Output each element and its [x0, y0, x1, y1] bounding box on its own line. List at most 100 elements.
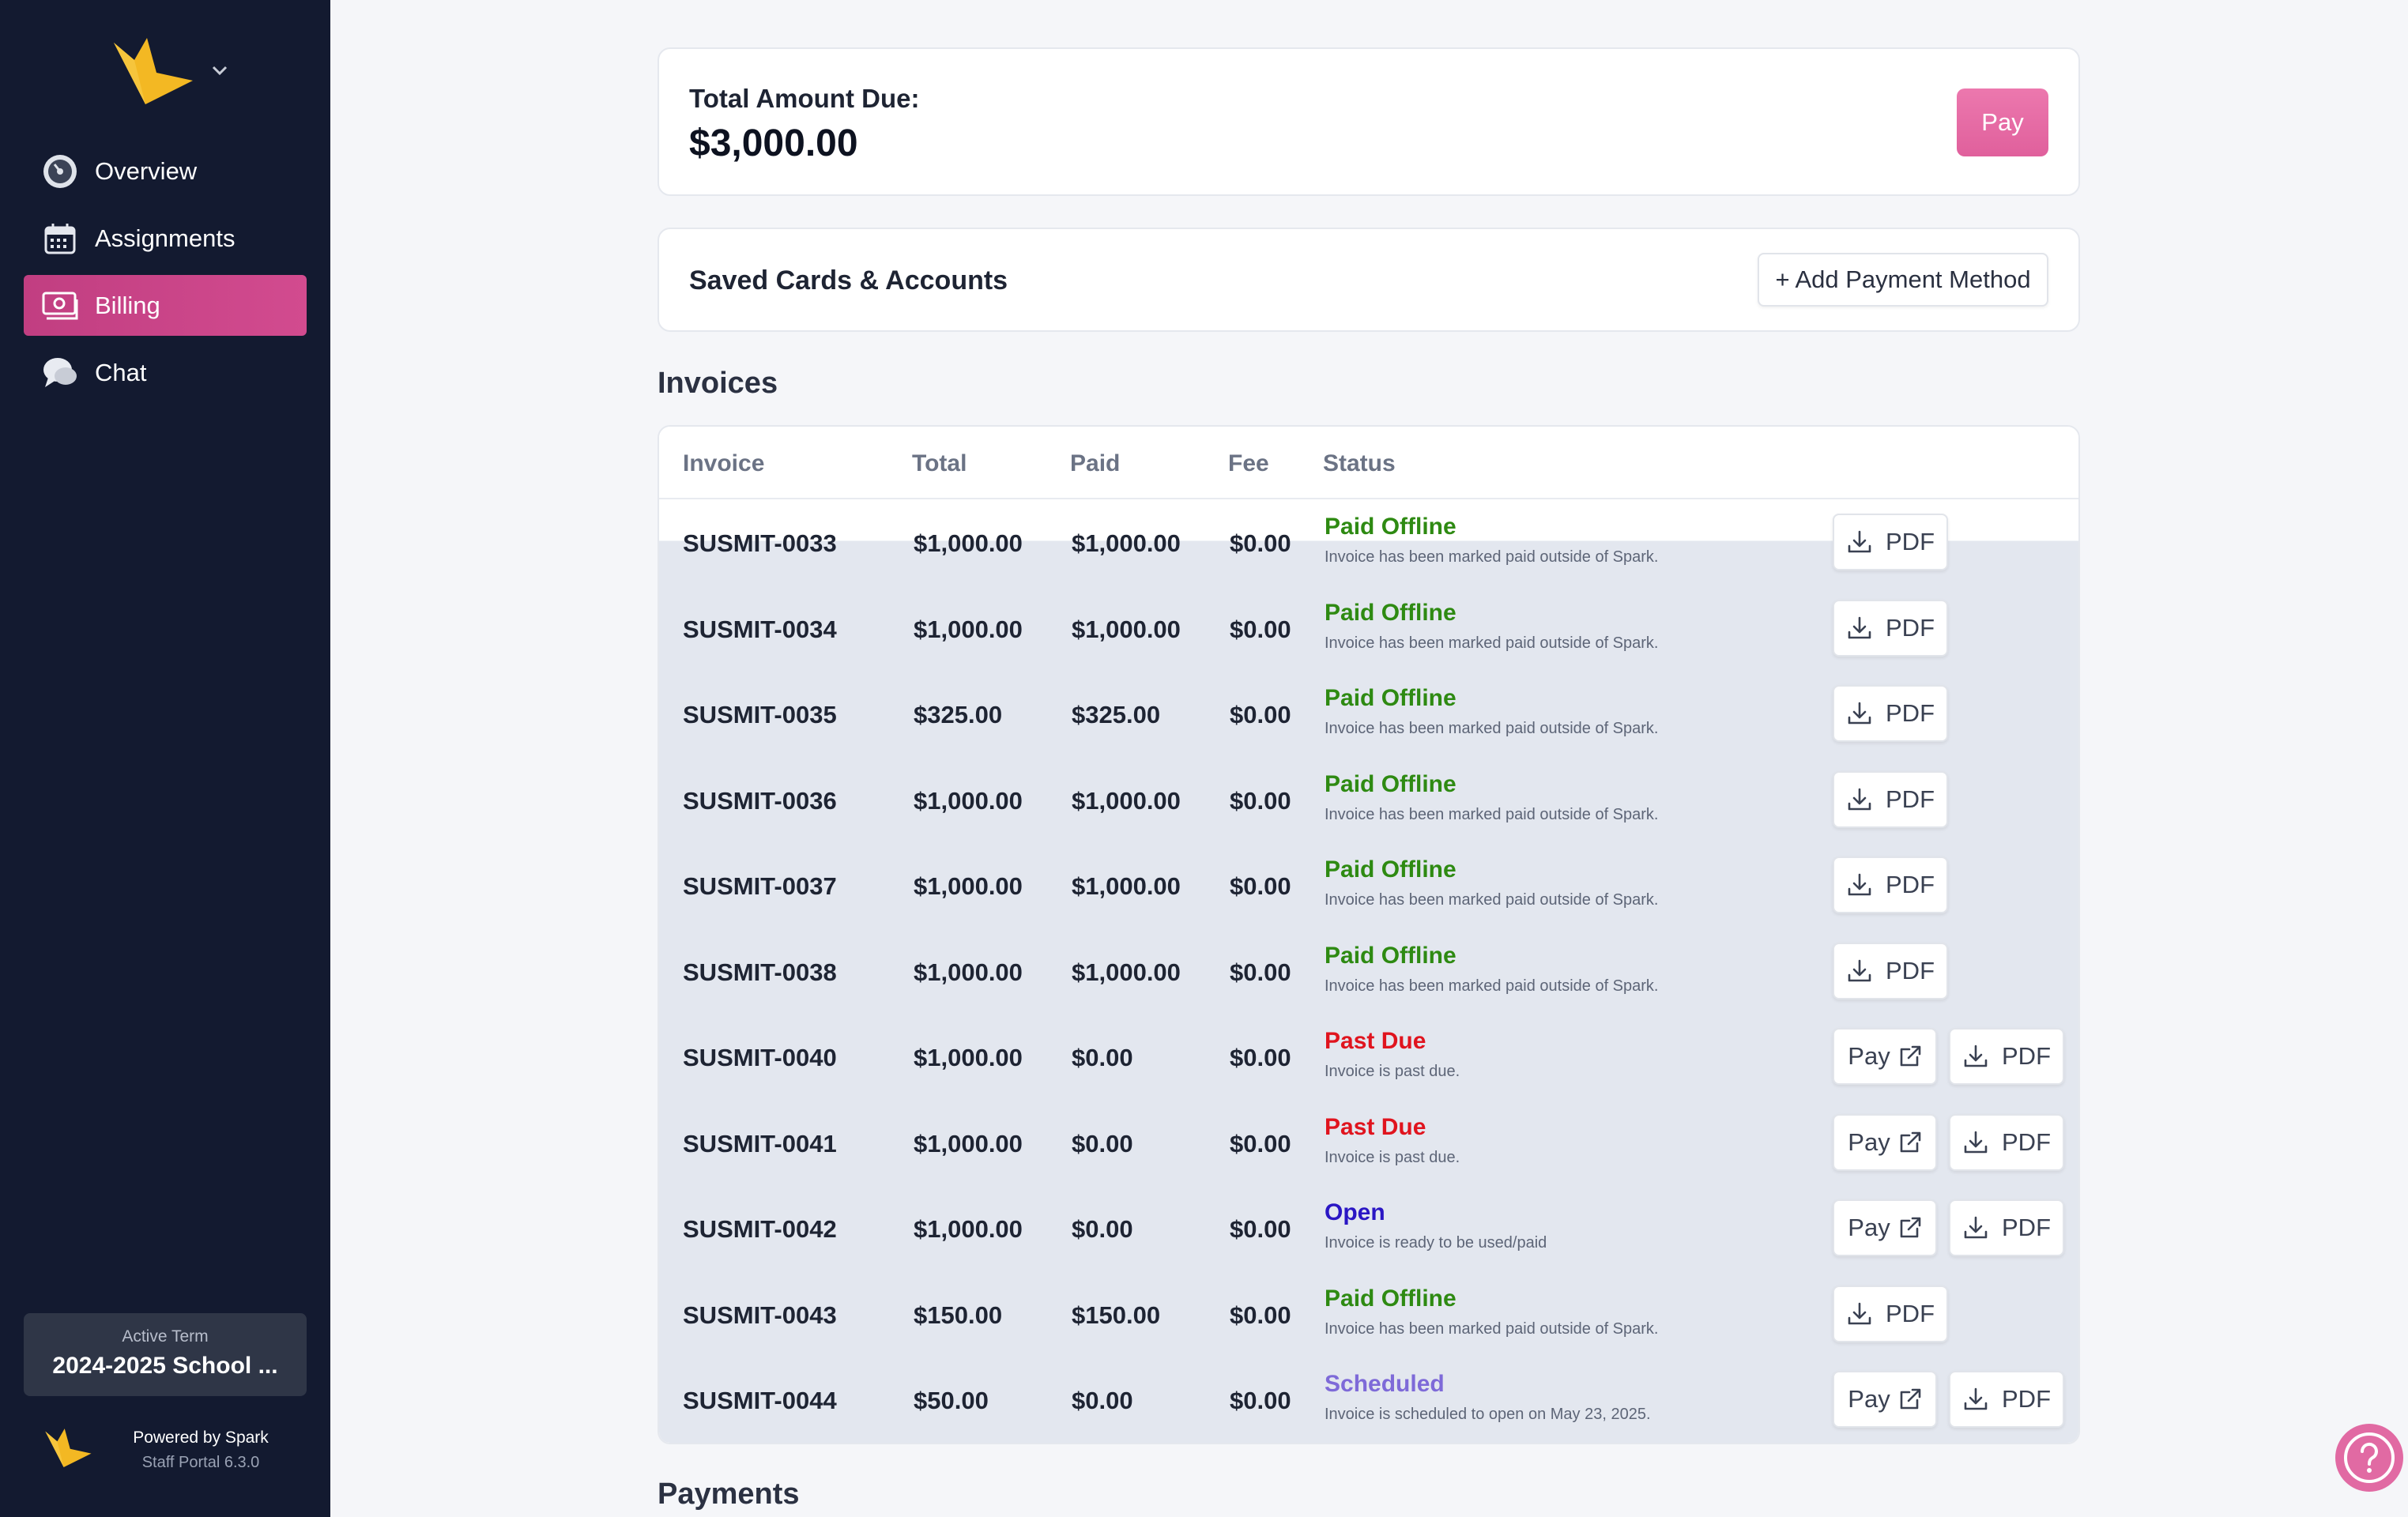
download-pdf-button[interactable]: PDF: [1833, 514, 1948, 570]
sidebar-item-label: Assignments: [95, 224, 236, 252]
download-pdf-button[interactable]: PDF: [1833, 685, 1948, 742]
dashboard-icon: [41, 152, 79, 190]
sidebar-item-label: Billing: [95, 291, 160, 319]
invoice-fee: $0.00: [1230, 1129, 1291, 1158]
chevron-down-icon: [212, 66, 228, 76]
download-icon: [1964, 1216, 1988, 1239]
download-icon: [1848, 788, 1871, 810]
sidebar-item-overview[interactable]: Overview: [24, 141, 307, 201]
invoice-id: SUSMIT-0037: [683, 872, 837, 900]
money-icon: [41, 287, 79, 325]
invoice-status-description: Invoice is past due.: [1325, 1148, 1460, 1166]
pdf-button-label: PDF: [1886, 785, 1935, 813]
invoice-status: Scheduled: [1325, 1371, 1445, 1397]
column-header-fee: Fee: [1228, 450, 1269, 476]
invoice-paid: $0.00: [1072, 1044, 1133, 1071]
download-pdf-button[interactable]: PDF: [1833, 942, 1948, 999]
invoice-fee: $0.00: [1230, 1387, 1291, 1414]
pdf-button-label: PDF: [1886, 1299, 1935, 1327]
download-pdf-button[interactable]: PDF: [1949, 1113, 2064, 1171]
table-row: SUSMIT-0034 $1,000.00 $1,000.00 $0.00 Paid O…: [659, 585, 2078, 671]
powered-by-text: Powered by Spark: [133, 1429, 269, 1447]
sidebar: Overview Assignments Billing Chat Active…: [0, 0, 330, 1517]
table-header: Invoice Total Paid Fee Status: [659, 427, 2078, 499]
chat-icon: [41, 354, 79, 392]
invoice-paid: $150.00: [1072, 1301, 1161, 1329]
download-icon: [1848, 702, 1871, 725]
invoice-total: $1,000.00: [914, 1129, 1023, 1158]
table-row: SUSMIT-0042 $1,000.00 $0.00 $0.00 Open Invoic…: [659, 1185, 2078, 1271]
pdf-button-label: PDF: [2002, 1127, 2051, 1156]
sidebar-item-label: Overview: [95, 156, 198, 185]
sidebar-item-label: Chat: [95, 358, 147, 386]
invoice-paid: $1,000.00: [1072, 615, 1181, 643]
pay-total-button[interactable]: Pay: [1957, 88, 2048, 156]
invoice-total: $1,000.00: [914, 529, 1023, 557]
external-link-icon: [1900, 1045, 1921, 1067]
pay-invoice-button[interactable]: Pay: [1833, 1371, 1937, 1428]
invoice-status-description: Invoice has been marked paid outside of …: [1325, 720, 1659, 737]
download-icon: [1964, 1045, 1988, 1067]
invoice-status: Paid Offline: [1325, 770, 1456, 797]
invoice-paid: $1,000.00: [1072, 786, 1181, 815]
download-pdf-button[interactable]: PDF: [1949, 1371, 2064, 1428]
sidebar-item-assignments[interactable]: Assignments: [24, 208, 307, 269]
download-pdf-button[interactable]: PDF: [1949, 1199, 2064, 1256]
invoice-status: Paid Offline: [1325, 514, 1456, 540]
pay-invoice-button[interactable]: Pay: [1833, 1199, 1937, 1256]
external-link-icon: [1900, 1388, 1921, 1410]
help-button[interactable]: [2335, 1424, 2403, 1492]
invoice-status-description: Invoice is past due.: [1325, 1063, 1460, 1080]
invoice-paid: $0.00: [1072, 1129, 1133, 1158]
pay-invoice-button[interactable]: Pay: [1833, 1113, 1937, 1171]
invoice-fee: $0.00: [1230, 1215, 1291, 1243]
download-pdf-button[interactable]: PDF: [1833, 770, 1948, 828]
sidebar-item-billing[interactable]: Billing: [24, 275, 307, 336]
invoice-status: Open: [1325, 1199, 1385, 1225]
pdf-button-label: PDF: [1886, 871, 1935, 898]
invoice-total: $325.00: [914, 701, 1003, 728]
invoice-total: $1,000.00: [914, 1044, 1023, 1071]
invoice-paid: $325.00: [1072, 701, 1161, 728]
saved-cards-title: Saved Cards & Accounts: [689, 265, 1008, 295]
table-row: SUSMIT-0035 $325.00 $325.00 $0.00 Paid Offli…: [659, 671, 2078, 757]
invoice-status: Paid Offline: [1325, 856, 1456, 883]
pay-button-label: Pay: [1848, 1042, 1890, 1070]
invoice-status-description: Invoice has been marked paid outside of …: [1325, 548, 1659, 566]
invoice-id: SUSMIT-0042: [683, 1215, 837, 1243]
invoice-status-description: Invoice has been marked paid outside of …: [1325, 805, 1659, 823]
invoice-total: $150.00: [914, 1301, 1003, 1329]
table-row: SUSMIT-0037 $1,000.00 $1,000.00 $0.00 Paid O…: [659, 842, 2078, 928]
pay-button-label: Pay: [1848, 1127, 1890, 1156]
download-pdf-button[interactable]: PDF: [1833, 599, 1948, 657]
column-header-total: Total: [912, 450, 967, 476]
spark-logo-icon: [114, 38, 193, 104]
download-pdf-button[interactable]: PDF: [1949, 1028, 2064, 1085]
total-due-value: $3,000.00: [689, 122, 858, 164]
invoice-id: SUSMIT-0041: [683, 1129, 837, 1158]
pay-invoice-button[interactable]: Pay: [1833, 1028, 1937, 1085]
invoice-status: Paid Offline: [1325, 1285, 1456, 1312]
version-text: Staff Portal 6.3.0: [141, 1454, 260, 1471]
download-icon: [1848, 873, 1871, 896]
invoice-status: Paid Offline: [1325, 599, 1456, 626]
invoices-title: Invoices: [658, 367, 778, 400]
invoice-status-description: Invoice is ready to be used/paid: [1325, 1234, 1547, 1252]
invoice-fee: $0.00: [1230, 701, 1291, 728]
invoice-total: $1,000.00: [914, 786, 1023, 815]
download-pdf-button[interactable]: PDF: [1833, 1285, 1948, 1342]
table-row: SUSMIT-0041 $1,000.00 $0.00 $0.00 Past Due In…: [659, 1099, 2078, 1185]
pdf-button-label: PDF: [2002, 1214, 2051, 1241]
column-header-invoice: Invoice: [683, 450, 765, 476]
spark-logo-small-icon: [45, 1429, 92, 1468]
pay-button-label: Pay: [1848, 1385, 1890, 1413]
invoice-fee: $0.00: [1230, 958, 1291, 986]
add-payment-method-button[interactable]: + Add Payment Method: [1758, 253, 2048, 307]
app-logo-menu[interactable]: [111, 35, 237, 106]
sidebar-item-chat[interactable]: Chat: [24, 342, 307, 403]
invoice-id: SUSMIT-0033: [683, 529, 837, 557]
active-term-selector[interactable]: Active Term 2024-2025 School ...: [24, 1313, 307, 1396]
invoice-status-description: Invoice has been marked paid outside of …: [1325, 977, 1659, 995]
pay-button-label: Pay: [1848, 1214, 1890, 1241]
download-pdf-button[interactable]: PDF: [1833, 856, 1948, 913]
